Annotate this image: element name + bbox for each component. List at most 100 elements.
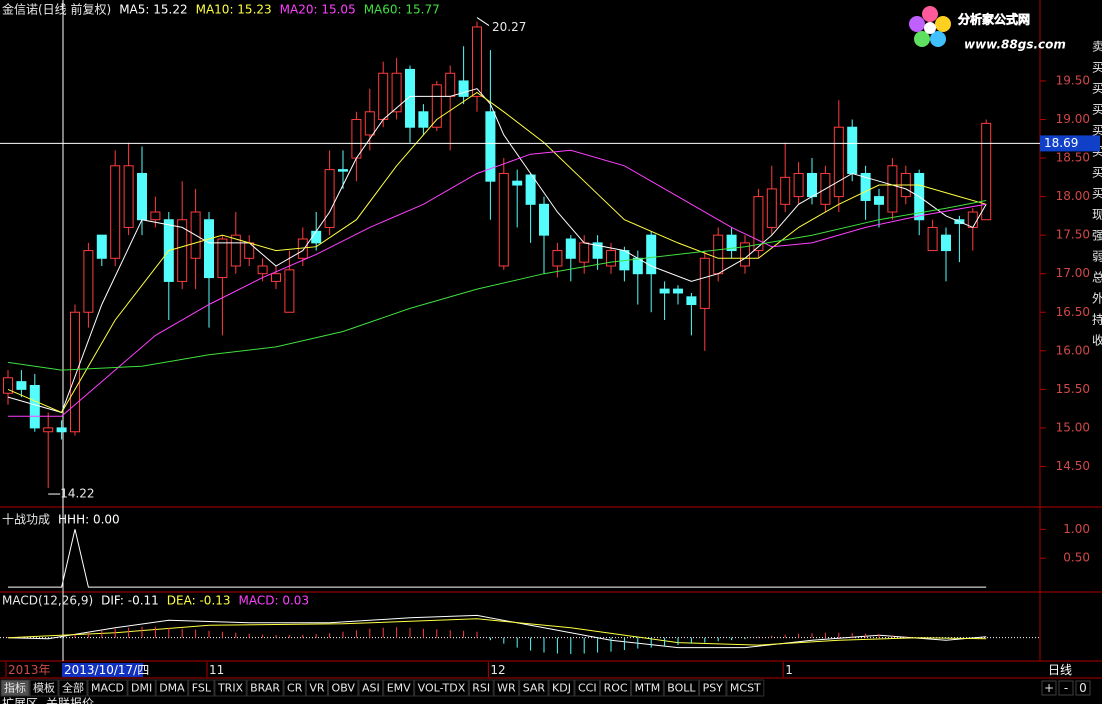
tab-bg[interactable]: [414, 679, 469, 697]
toolbar-tab[interactable]: ASI: [362, 682, 380, 695]
logo: 分析家公式网 www.88gs.com: [909, 6, 1066, 52]
tab-bg[interactable]: [574, 679, 601, 697]
toolbar-tab[interactable]: SAR: [523, 682, 546, 695]
tab-bg[interactable]: [663, 679, 700, 697]
toolbar-tab[interactable]: OBV: [332, 682, 356, 695]
y-tick-label: 16.00: [1056, 343, 1090, 357]
candle-body: [686, 296, 697, 306]
indicator-line: [7, 88, 987, 414]
toolbar-tab[interactable]: WR: [497, 682, 516, 695]
toolbar-tab[interactable]: FSL: [192, 682, 212, 695]
panel-title: 十战功成: [2, 513, 50, 527]
tab-bg[interactable]: [600, 679, 632, 697]
legend-entry: MA5: 15.22: [119, 3, 187, 17]
y-tick-label: 15.00: [1056, 420, 1090, 434]
tab-bg[interactable]: [127, 679, 156, 697]
toolbar-tab[interactable]: VOL-TDX: [418, 682, 466, 695]
tab-bg[interactable]: [58, 679, 88, 697]
candle-body: [204, 219, 214, 279]
toolbar-button-bg[interactable]: [1058, 680, 1074, 696]
y-tick-label: 15.50: [1056, 382, 1090, 396]
candle-body: [217, 238, 228, 279]
candle-body: [351, 119, 362, 159]
candle-body: [123, 165, 134, 228]
toolbar-tab[interactable]: MCST: [730, 682, 761, 695]
candle-body: [16, 381, 27, 390]
toolbar-button[interactable]: -: [1064, 681, 1068, 695]
candle-body: [646, 234, 657, 275]
candle-body: [552, 250, 563, 267]
candle-body: [257, 265, 268, 275]
tab-bg[interactable]: [493, 679, 520, 697]
tab-bg[interactable]: [29, 679, 59, 697]
candle-body: [284, 269, 295, 313]
tab-bg[interactable]: [548, 679, 575, 697]
tab-bg[interactable]: [283, 679, 306, 697]
indicator-line: [7, 618, 987, 646]
legend-entry: MACD: 0.03: [239, 594, 310, 608]
candle-body: [110, 165, 121, 259]
annotation: 20.27: [492, 20, 526, 34]
tab-bg[interactable]: [631, 679, 664, 697]
toolbar-button-bg[interactable]: [1041, 680, 1057, 696]
candle-body: [405, 68, 415, 128]
toolbar-tab[interactable]: 模板: [33, 681, 55, 695]
toolbar-tab[interactable]: TRIX: [217, 682, 244, 695]
y-tick-label: 18.00: [1056, 189, 1090, 203]
toolbar-tab[interactable]: EMV: [387, 682, 411, 695]
y-tick-label: 19.00: [1056, 112, 1090, 126]
side-panel-text: 卖买买买买买买买现强弱总外持收: [1091, 40, 1102, 355]
candle-body: [807, 172, 817, 198]
candle-body: [874, 196, 884, 205]
candle-body: [726, 234, 737, 252]
candle-body: [96, 234, 107, 259]
toolbar-tab[interactable]: MACD: [91, 682, 124, 695]
tab-bg[interactable]: [699, 679, 727, 697]
bottom-tab[interactable]: 扩展区: [2, 697, 38, 704]
toolbar-tab[interactable]: ROC: [604, 682, 628, 695]
candle-body: [56, 427, 67, 433]
legend-entry: MA10: 15.23: [196, 3, 272, 17]
toolbar-button[interactable]: +: [1044, 681, 1054, 695]
tab-bg[interactable]: [328, 679, 359, 697]
candle-body: [271, 273, 281, 282]
tab-bg[interactable]: [155, 679, 189, 697]
toolbar-tab[interactable]: KDJ: [552, 682, 571, 695]
toolbar-button[interactable]: 0: [1079, 681, 1087, 695]
y-tick-label: 18.50: [1056, 151, 1090, 165]
tab-bg[interactable]: [214, 679, 247, 697]
tab-bg[interactable]: [358, 679, 384, 697]
candle-body: [887, 165, 898, 213]
toolbar-tab[interactable]: BRAR: [250, 682, 280, 695]
toolbar-tab[interactable]: 全部: [62, 681, 84, 695]
toolbar-tab[interactable]: MTM: [635, 682, 661, 695]
tab-bg[interactable]: [188, 679, 215, 697]
tab-bg[interactable]: [87, 679, 128, 697]
toolbar-tab[interactable]: DMI: [131, 682, 152, 695]
toolbar-tab[interactable]: PSY: [703, 682, 724, 695]
toolbar-tab[interactable]: DMA: [159, 682, 185, 695]
tab-bg[interactable]: [305, 679, 329, 697]
legend-entry: MA60: 15.77: [364, 3, 440, 17]
toolbar-tab[interactable]: 指标: [4, 681, 26, 695]
bottom-tab[interactable]: 关联报价: [46, 696, 94, 704]
candle-body: [512, 180, 523, 186]
legend-entry: MA20: 15.05: [280, 3, 356, 17]
toolbar-tab[interactable]: RSI: [472, 682, 490, 695]
candle-body: [833, 126, 844, 198]
toolbar-tab[interactable]: BOLL: [667, 682, 696, 695]
toolbar-tab[interactable]: CCI: [578, 682, 597, 695]
toolbar-tab[interactable]: VR: [309, 682, 325, 695]
toolbar-tab[interactable]: CR: [287, 682, 303, 695]
tab-bg[interactable]: [519, 679, 549, 697]
tab-bg[interactable]: [246, 679, 284, 697]
candle-body: [793, 172, 804, 198]
y-tick-label: 0.50: [1063, 551, 1090, 565]
tab-bg[interactable]: [468, 679, 494, 697]
tab-bg[interactable]: [726, 679, 765, 697]
period-label: 日线: [1048, 663, 1072, 677]
panel-title: MACD(12,26,9): [2, 594, 93, 608]
toolbar-button-bg[interactable]: [1075, 680, 1091, 696]
tab-bg[interactable]: [0, 679, 30, 697]
tab-bg[interactable]: [383, 679, 415, 697]
